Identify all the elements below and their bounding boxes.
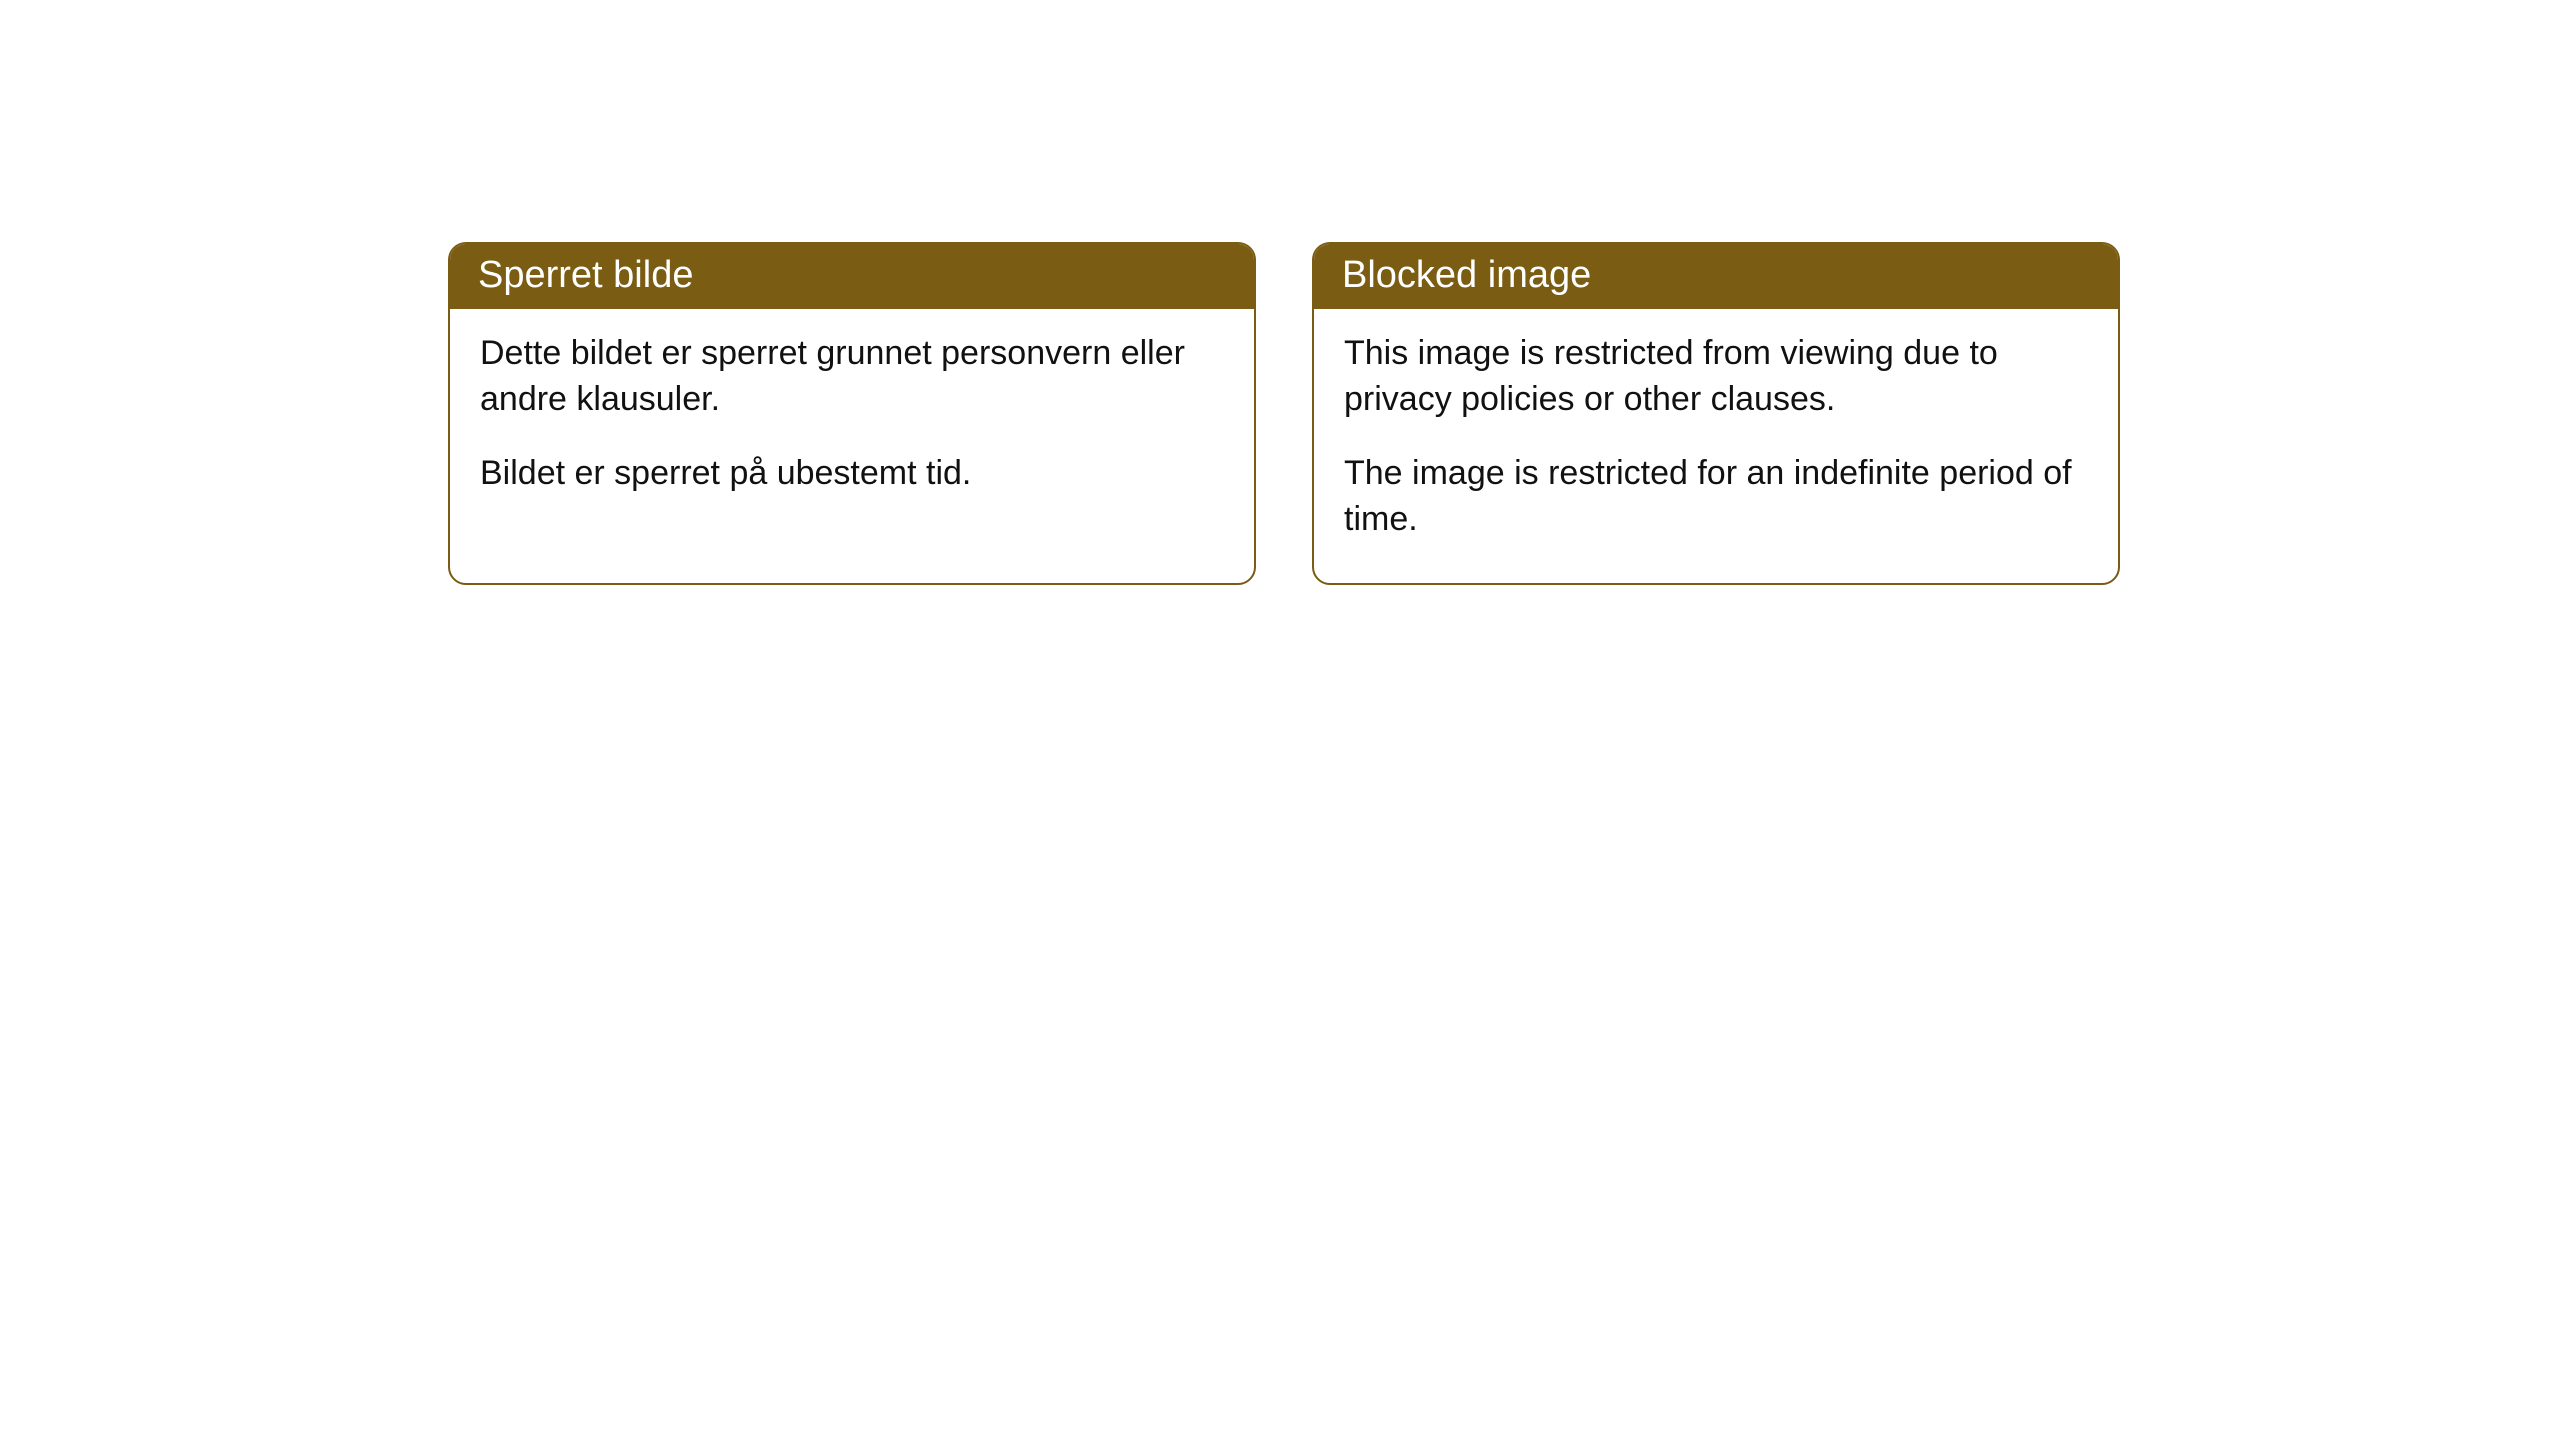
card-header-english: Blocked image xyxy=(1314,244,2118,309)
card-paragraph: This image is restricted from viewing du… xyxy=(1344,331,2088,423)
notice-card-norwegian: Sperret bilde Dette bildet er sperret gr… xyxy=(448,242,1256,585)
card-body-norwegian: Dette bildet er sperret grunnet personve… xyxy=(450,309,1254,537)
card-paragraph: Bildet er sperret på ubestemt tid. xyxy=(480,451,1224,497)
card-header-norwegian: Sperret bilde xyxy=(450,244,1254,309)
notice-card-english: Blocked image This image is restricted f… xyxy=(1312,242,2120,585)
card-paragraph: Dette bildet er sperret grunnet personve… xyxy=(480,331,1224,423)
card-paragraph: The image is restricted for an indefinit… xyxy=(1344,451,2088,543)
card-body-english: This image is restricted from viewing du… xyxy=(1314,309,2118,583)
notice-cards-container: Sperret bilde Dette bildet er sperret gr… xyxy=(448,242,2120,585)
card-title: Blocked image xyxy=(1342,254,1591,296)
card-title: Sperret bilde xyxy=(478,254,693,296)
